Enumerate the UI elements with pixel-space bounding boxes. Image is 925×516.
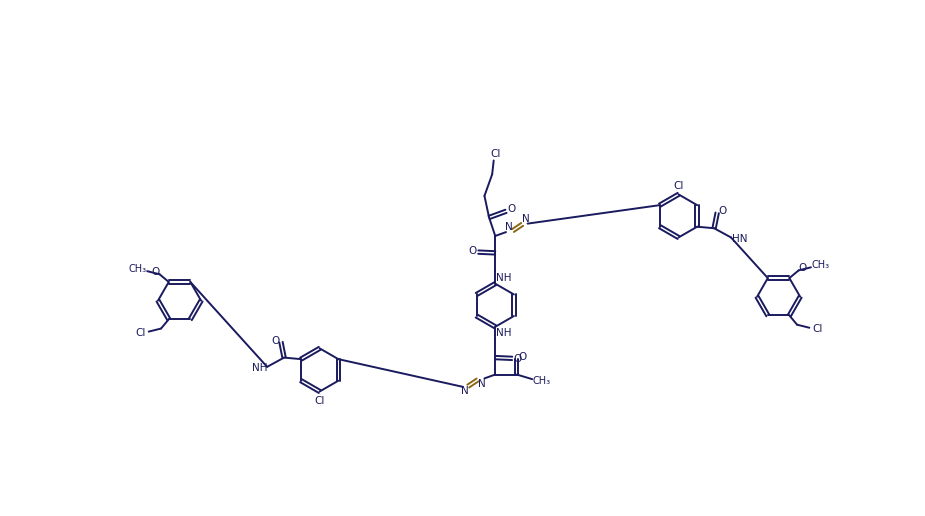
Text: NH: NH: [496, 328, 512, 338]
Text: N: N: [522, 214, 530, 224]
Text: O: O: [152, 267, 160, 277]
Text: Cl: Cl: [314, 396, 325, 406]
Text: N: N: [461, 386, 468, 396]
Text: O: O: [519, 352, 527, 362]
Text: Cl: Cl: [812, 324, 822, 334]
Text: CH₃: CH₃: [533, 377, 550, 386]
Text: O: O: [271, 336, 279, 346]
Text: N: N: [505, 222, 513, 232]
Text: N: N: [477, 379, 486, 389]
Text: HN: HN: [732, 234, 747, 244]
Text: O: O: [507, 204, 515, 214]
Text: Cl: Cl: [136, 328, 146, 338]
Text: CH₃: CH₃: [811, 260, 829, 270]
Text: NH: NH: [496, 272, 512, 283]
Text: O: O: [719, 206, 727, 216]
Text: O: O: [798, 263, 807, 273]
Text: Cl: Cl: [673, 181, 684, 191]
Text: NH: NH: [252, 363, 267, 374]
Text: O: O: [469, 246, 477, 256]
Text: Cl: Cl: [491, 149, 501, 159]
Text: CH₃: CH₃: [129, 264, 147, 274]
Text: O: O: [513, 354, 522, 364]
